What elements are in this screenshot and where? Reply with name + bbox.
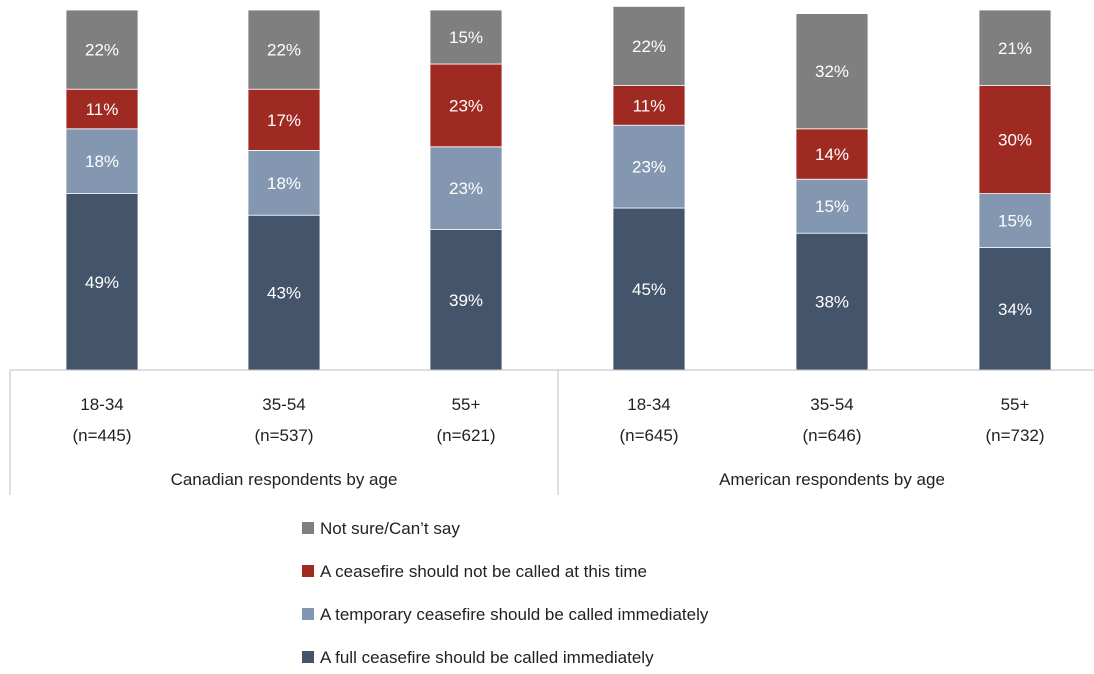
tick-label-2: 55+ [452,395,481,414]
data-label-s3-c3: 22% [632,37,666,56]
bar-segment-s0-c0 [65,193,139,371]
data-label-s0-c2: 39% [449,291,483,310]
data-label-s1-c4: 15% [815,197,849,216]
tick-label-3: 18-34 [627,395,670,414]
bar-segment-s2-c4 [795,128,869,180]
bar-segment-s2-c1 [247,88,321,151]
data-label-s3-c0: 22% [85,41,119,60]
legend-swatch-2 [302,565,314,577]
bars-layer: 49% 18% 11% 22% 43% 18% 17% 22% 39% 23% 23% 15% 45% 2… [65,6,1052,371]
data-label-s0-c0: 49% [85,273,119,292]
tick-sample-size-5: (n=732) [985,426,1044,445]
legend-swatch-3 [302,522,314,534]
data-label-s2-c3: 11% [633,96,666,115]
group-label-1: American respondents by age [719,470,945,489]
tick-label-5: 55+ [1001,395,1030,414]
data-label-s0-c4: 38% [815,293,849,312]
bar-segment-s2-c3 [612,85,686,126]
legend-label-2: A ceasefire should not be called at this… [320,562,647,581]
legend-swatch-0 [302,651,314,663]
tick-label-4: 35-54 [810,395,853,414]
bar-segment-s2-c2 [429,63,503,148]
bar-segment-s0-c1 [247,214,321,371]
bar-segment-s2-c5 [978,85,1052,194]
legend-label-0: A full ceasefire should be called immedi… [320,648,654,667]
tick-label-0: 18-34 [80,395,123,414]
bar-segment-s3-c5 [978,9,1052,86]
data-label-s3-c4: 32% [815,62,849,81]
bar-segment-s1-c1 [247,149,321,216]
data-label-s0-c5: 34% [998,300,1032,319]
bar-segment-s0-c3 [612,207,686,371]
data-label-s0-c1: 43% [267,284,301,303]
data-label-s1-c0: 18% [85,152,119,171]
tick-label-1: 35-54 [262,395,305,414]
tick-sample-size-0: (n=445) [72,426,131,445]
bar-segment-s0-c5 [978,247,1052,371]
data-label-s2-c2: 23% [449,96,483,115]
legend-label-3: Not sure/Can’t say [320,519,460,538]
data-label-s2-c5: 30% [998,131,1032,150]
legend-swatch-1 [302,608,314,620]
bar-segment-s1-c0 [65,128,139,195]
data-label-s1-c5: 15% [998,212,1032,231]
data-label-s3-c5: 21% [998,39,1032,58]
data-label-s2-c4: 14% [815,145,849,164]
bar-segment-s3-c3 [612,6,686,86]
bar-segment-s3-c2 [429,9,503,65]
bar-segment-s0-c4 [795,232,869,371]
tick-sample-size-1: (n=537) [254,426,313,445]
legend-label-1: A temporary ceasefire should be called i… [320,605,709,624]
group-label-0: Canadian respondents by age [171,470,398,489]
data-label-s3-c1: 22% [267,41,301,60]
legend: Not sure/Can’t say A ceasefire should not… [302,519,709,667]
category-axis: 18-34 (n=445) 35-54 (n=537) 55+ (n=621) 18-34 (… [9,369,1094,495]
data-label-s1-c2: 23% [449,179,483,198]
tick-sample-size-3: (n=645) [619,426,678,445]
tick-sample-size-2: (n=621) [436,426,495,445]
bar-segment-s3-c4 [795,13,869,130]
bar-segment-s3-c0 [65,9,139,90]
bar-segment-s1-c4 [795,178,869,234]
bar-segment-s1-c2 [429,146,503,231]
data-label-s1-c3: 23% [632,158,666,177]
data-label-s1-c1: 18% [267,174,301,193]
data-label-s0-c3: 45% [632,280,666,299]
tick-sample-size-4: (n=646) [802,426,861,445]
data-label-s2-c1: 17% [267,111,301,130]
bar-segment-s3-c1 [247,9,321,90]
data-label-s3-c2: 15% [449,28,483,47]
data-label-s2-c0: 11% [86,100,119,119]
